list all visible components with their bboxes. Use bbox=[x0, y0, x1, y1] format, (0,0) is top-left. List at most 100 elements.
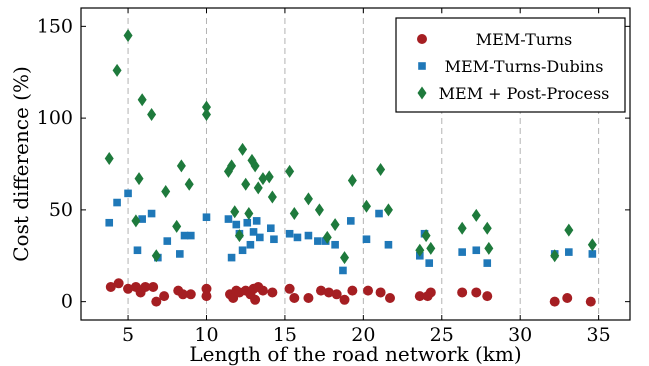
data-point bbox=[347, 174, 357, 188]
data-point bbox=[482, 291, 493, 302]
data-point bbox=[425, 259, 434, 267]
data-point bbox=[257, 285, 268, 296]
data-point bbox=[484, 241, 494, 255]
data-point bbox=[375, 209, 383, 218]
data-point bbox=[151, 249, 161, 263]
data-point bbox=[303, 192, 313, 206]
plot-frame bbox=[80, 7, 631, 321]
data-point bbox=[238, 246, 247, 255]
data-point bbox=[187, 231, 195, 240]
data-point bbox=[346, 217, 355, 225]
data-point bbox=[244, 207, 254, 221]
data-point bbox=[270, 235, 278, 244]
data-point bbox=[425, 287, 436, 298]
data-point bbox=[314, 237, 322, 245]
data-point bbox=[201, 100, 211, 114]
series-1 bbox=[105, 189, 597, 275]
data-point bbox=[375, 287, 386, 298]
data-point bbox=[253, 181, 263, 195]
data-point bbox=[385, 292, 396, 303]
x-tick-label: 10 bbox=[194, 324, 218, 346]
data-point bbox=[148, 281, 159, 292]
data-point bbox=[133, 246, 142, 255]
data-point bbox=[201, 107, 211, 121]
data-point bbox=[285, 164, 295, 178]
data-point bbox=[163, 237, 172, 245]
data-point bbox=[458, 248, 466, 256]
data-point bbox=[227, 253, 236, 262]
data-point bbox=[285, 229, 294, 238]
legend-box bbox=[395, 17, 626, 113]
data-point bbox=[230, 205, 240, 219]
data-point bbox=[267, 287, 278, 298]
data-point bbox=[304, 231, 313, 240]
data-point bbox=[252, 217, 261, 225]
data-point bbox=[185, 289, 196, 300]
data-point bbox=[137, 93, 147, 107]
data-point bbox=[241, 177, 251, 191]
data-point bbox=[123, 29, 133, 43]
data-point bbox=[151, 296, 162, 307]
x-tick-label: 35 bbox=[587, 324, 611, 346]
data-point bbox=[159, 291, 170, 302]
data-point bbox=[361, 199, 371, 213]
x-tick-label: 25 bbox=[430, 324, 454, 346]
data-point bbox=[227, 159, 237, 173]
data-point bbox=[184, 177, 194, 191]
data-point bbox=[426, 241, 436, 255]
data-point bbox=[289, 207, 299, 221]
data-point bbox=[376, 163, 386, 177]
data-point bbox=[202, 213, 211, 222]
legend-label-mem-post-process: MEM + Post-Process bbox=[439, 84, 610, 103]
series-2 bbox=[104, 29, 597, 265]
legend-marker-2 bbox=[417, 86, 427, 100]
data-point bbox=[315, 285, 326, 296]
data-point bbox=[339, 294, 350, 305]
data-point bbox=[113, 278, 124, 289]
data-point bbox=[140, 281, 151, 292]
data-point bbox=[176, 159, 186, 173]
data-point bbox=[363, 285, 374, 296]
legend-label-mem-turns: MEM-Turns bbox=[476, 30, 572, 49]
data-point bbox=[322, 230, 332, 244]
data-point bbox=[249, 228, 258, 236]
data-point bbox=[415, 243, 425, 257]
data-point bbox=[293, 233, 302, 242]
data-point bbox=[483, 259, 492, 267]
data-point bbox=[243, 218, 252, 227]
data-point bbox=[331, 240, 339, 249]
data-point bbox=[138, 215, 146, 223]
data-point bbox=[113, 198, 121, 207]
legend-marker-1 bbox=[418, 62, 426, 70]
y-tick-label: 150 bbox=[37, 15, 73, 37]
data-point bbox=[383, 203, 393, 217]
data-point bbox=[201, 291, 212, 302]
data-point bbox=[232, 220, 241, 229]
data-point bbox=[266, 224, 275, 233]
x-tick-label: 20 bbox=[351, 324, 375, 346]
data-point bbox=[124, 189, 132, 198]
legend-marker-0 bbox=[417, 34, 427, 44]
x-tick-label: 15 bbox=[273, 324, 297, 346]
data-point bbox=[331, 289, 342, 300]
data-point bbox=[201, 283, 212, 294]
data-point bbox=[471, 287, 482, 298]
legend-label-mem-turns-dubins: MEM-Turns-Dubins bbox=[445, 57, 604, 76]
axis-ticks: 5 10 15 20 25 30 35 0 50 100 150 bbox=[37, 8, 630, 346]
data-point bbox=[289, 292, 300, 303]
data-point bbox=[112, 63, 122, 77]
y-tick-label: 100 bbox=[37, 107, 73, 129]
data-point bbox=[161, 185, 171, 199]
data-point bbox=[264, 170, 274, 184]
data-point bbox=[284, 283, 295, 294]
data-point bbox=[457, 287, 468, 298]
data-point bbox=[250, 294, 261, 305]
data-point bbox=[147, 107, 157, 121]
data-point bbox=[565, 248, 573, 256]
data-point bbox=[585, 296, 596, 307]
data-point bbox=[180, 231, 189, 240]
data-point bbox=[238, 142, 248, 156]
data-point bbox=[549, 296, 560, 307]
data-point bbox=[147, 209, 156, 218]
data-point bbox=[256, 233, 264, 242]
